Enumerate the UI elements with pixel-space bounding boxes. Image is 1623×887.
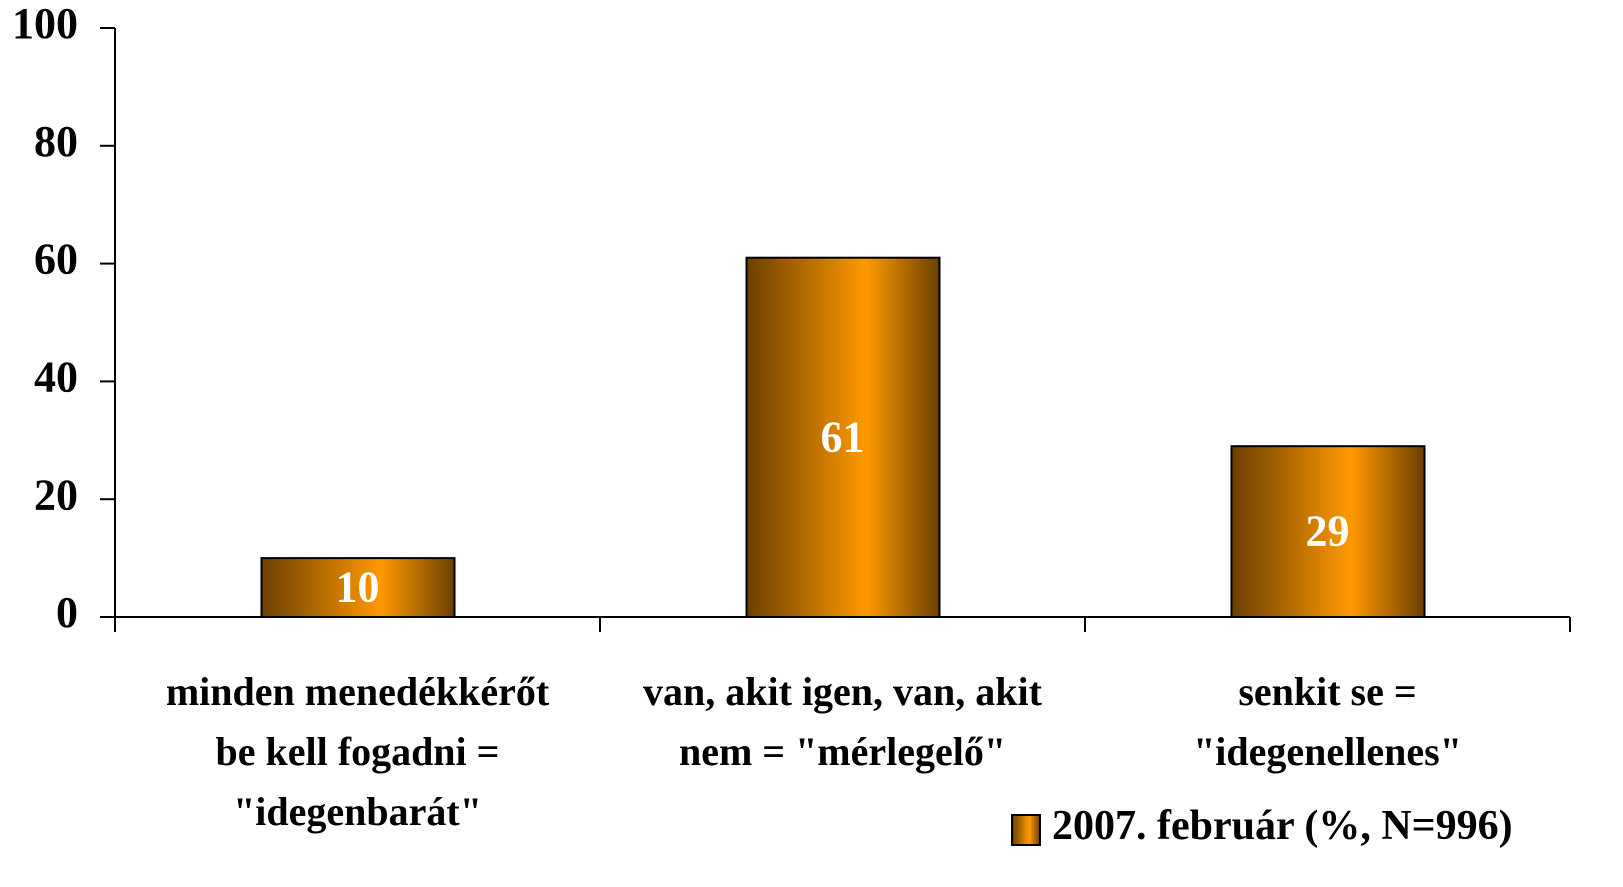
y-tick-label: 0 <box>56 588 78 637</box>
data-label: 10 <box>336 563 380 612</box>
bar <box>745 256 941 618</box>
legend-swatch <box>1011 814 1041 846</box>
x-tick-label: senkit se = "idegenellenes" <box>1193 669 1462 774</box>
y-tick-label: 60 <box>34 235 78 284</box>
legend-label: 2007. február (%, N=996) <box>1052 803 1513 849</box>
data-label: 61 <box>821 412 865 461</box>
y-tick-label: 100 <box>12 0 78 48</box>
bar <box>260 557 456 618</box>
x-tick-label: minden menedékkérőt be kell fogadni = "i… <box>165 669 550 834</box>
data-label: 29 <box>1306 507 1350 556</box>
y-tick-label: 80 <box>34 117 78 166</box>
x-tick-label: van, akit igen, van, akit nem = "mérlege… <box>643 669 1042 774</box>
y-tick-label: 40 <box>34 352 78 401</box>
bar <box>1230 445 1426 618</box>
y-tick-label: 20 <box>34 470 78 519</box>
